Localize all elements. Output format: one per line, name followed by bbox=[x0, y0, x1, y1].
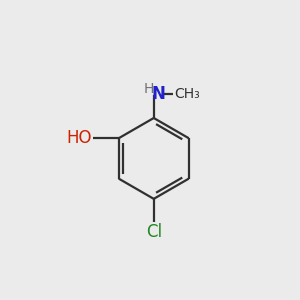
Text: Cl: Cl bbox=[146, 223, 162, 241]
Text: H: H bbox=[143, 82, 154, 96]
Text: HO: HO bbox=[67, 129, 92, 147]
Text: CH₃: CH₃ bbox=[175, 87, 200, 101]
Text: N: N bbox=[152, 85, 165, 103]
